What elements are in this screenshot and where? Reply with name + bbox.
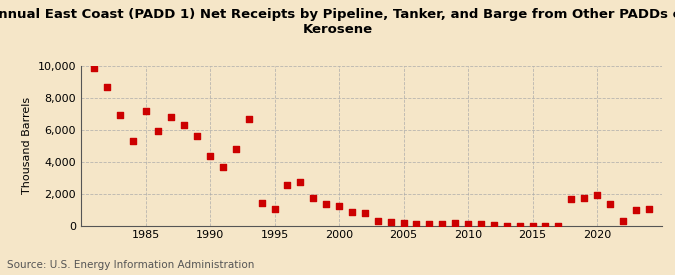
- Point: [502, 223, 512, 228]
- Point: [308, 195, 319, 200]
- Point: [450, 221, 460, 225]
- Point: [514, 223, 525, 228]
- Point: [269, 207, 280, 211]
- Point: [101, 84, 112, 89]
- Point: [527, 223, 538, 228]
- Point: [411, 222, 422, 226]
- Point: [553, 223, 564, 228]
- Point: [282, 183, 293, 187]
- Point: [424, 221, 435, 226]
- Point: [578, 196, 589, 200]
- Point: [205, 154, 215, 158]
- Point: [618, 219, 628, 223]
- Text: Annual East Coast (PADD 1) Net Receipts by Pipeline, Tanker, and Barge from Othe: Annual East Coast (PADD 1) Net Receipts …: [0, 8, 675, 36]
- Point: [140, 108, 151, 113]
- Point: [373, 219, 383, 223]
- Point: [166, 115, 177, 119]
- Point: [566, 197, 576, 201]
- Point: [489, 222, 500, 227]
- Point: [398, 221, 409, 225]
- Point: [127, 139, 138, 143]
- Point: [359, 211, 370, 215]
- Point: [114, 112, 125, 117]
- Point: [243, 117, 254, 122]
- Point: [179, 123, 190, 127]
- Point: [256, 201, 267, 205]
- Point: [591, 193, 602, 197]
- Point: [346, 210, 357, 214]
- Point: [230, 147, 241, 151]
- Point: [385, 220, 396, 224]
- Point: [605, 202, 616, 206]
- Point: [540, 223, 551, 228]
- Point: [153, 129, 164, 134]
- Point: [321, 202, 331, 206]
- Point: [192, 134, 202, 138]
- Point: [88, 66, 99, 71]
- Point: [295, 179, 306, 184]
- Point: [333, 204, 344, 208]
- Point: [437, 222, 448, 226]
- Point: [630, 207, 641, 212]
- Point: [475, 221, 486, 226]
- Point: [462, 222, 473, 226]
- Y-axis label: Thousand Barrels: Thousand Barrels: [22, 97, 32, 194]
- Point: [643, 207, 654, 211]
- Text: Source: U.S. Energy Information Administration: Source: U.S. Energy Information Administ…: [7, 260, 254, 270]
- Point: [217, 165, 228, 169]
